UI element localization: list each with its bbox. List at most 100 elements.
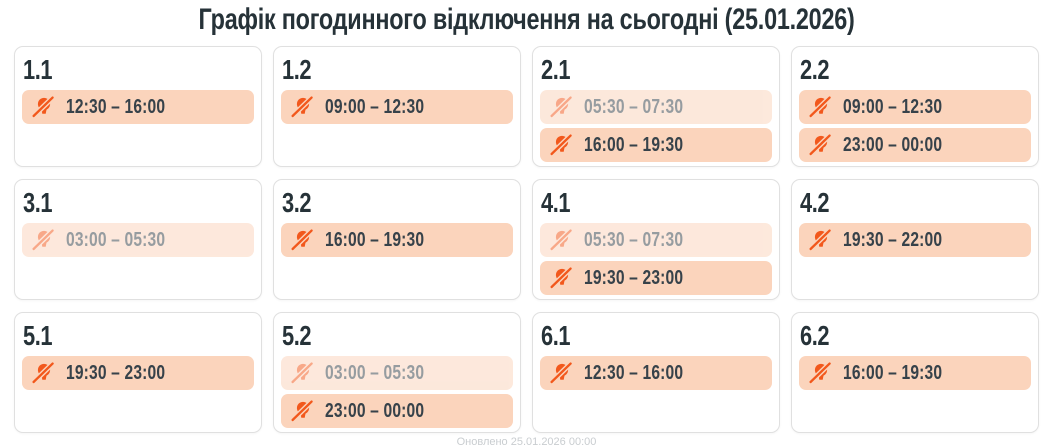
outage-slot: 03:00 – 05:30	[22, 223, 254, 258]
group-card: 2.2 09:00 – 12:30 23:00 – 00:00	[791, 46, 1039, 167]
slot-list: 09:00 – 12:30 23:00 – 00:00	[799, 90, 1031, 163]
group-card: 5.2 03:00 – 05:30 23:00 – 00:00	[273, 312, 521, 433]
slot-list: 12:30 – 16:00	[22, 90, 254, 125]
group-number: 3.1	[23, 187, 254, 219]
group-number-text: 3.2	[282, 187, 312, 218]
slot-time-range: 05:30 – 07:30	[584, 96, 711, 119]
slot-time-range-text: 16:00 – 19:30	[843, 361, 943, 384]
slot-time-range: 16:00 – 19:30	[584, 134, 711, 157]
group-card: 1.2 09:00 – 12:30	[273, 46, 521, 167]
group-card: 6.1 12:30 – 16:00	[532, 312, 780, 433]
slot-time-range-text: 23:00 – 00:00	[325, 399, 425, 422]
slot-time-range-text: 12:30 – 16:00	[584, 361, 684, 384]
group-card: 2.1 05:30 – 07:30 16:00 – 19:30	[532, 46, 780, 167]
slot-list: 03:00 – 05:30 23:00 – 00:00	[281, 356, 513, 429]
outage-slot: 16:00 – 19:30	[281, 223, 513, 258]
power-off-bulb-icon	[290, 399, 314, 423]
outage-slot: 19:30 – 22:00	[799, 223, 1031, 258]
slot-time-range: 16:00 – 19:30	[843, 362, 970, 385]
slot-time-range-text: 03:00 – 05:30	[66, 228, 166, 251]
slot-time-range: 19:30 – 22:00	[843, 229, 970, 252]
slot-time-range-text: 23:00 – 00:00	[843, 133, 943, 156]
power-off-bulb-icon	[549, 133, 573, 157]
slot-list: 19:30 – 22:00	[799, 223, 1031, 258]
outage-slot: 16:00 – 19:30	[540, 128, 772, 163]
slot-time-range: 19:30 – 23:00	[66, 362, 193, 385]
power-off-bulb-icon	[290, 95, 314, 119]
outage-slot: 09:00 – 12:30	[799, 90, 1031, 125]
group-card: 4.1 05:30 – 07:30 19:30 – 23:00	[532, 179, 780, 300]
group-number: 4.1	[541, 187, 772, 219]
slot-time-range: 03:00 – 05:30	[66, 229, 193, 252]
power-off-bulb-icon	[31, 95, 55, 119]
slot-time-range-text: 19:30 – 23:00	[66, 361, 166, 384]
power-off-bulb-icon	[808, 95, 832, 119]
slot-time-range: 09:00 – 12:30	[325, 96, 452, 119]
group-number: 2.1	[541, 54, 772, 86]
outage-slot: 16:00 – 19:30	[799, 356, 1031, 391]
group-number-text: 4.1	[541, 187, 571, 218]
slot-list: 05:30 – 07:30 16:00 – 19:30	[540, 90, 772, 163]
group-card: 3.1 03:00 – 05:30	[14, 179, 262, 300]
slot-time-range-text: 19:30 – 23:00	[584, 266, 684, 289]
power-off-bulb-icon	[808, 228, 832, 252]
slot-list: 03:00 – 05:30	[22, 223, 254, 258]
slot-time-range: 12:30 – 16:00	[66, 96, 193, 119]
group-number: 3.2	[282, 187, 513, 219]
power-off-bulb-icon	[290, 228, 314, 252]
outage-slot: 12:30 – 16:00	[540, 356, 772, 391]
group-number: 1.1	[23, 54, 254, 86]
power-off-bulb-icon	[808, 133, 832, 157]
outage-slot: 09:00 – 12:30	[281, 90, 513, 125]
group-number-text: 4.2	[800, 187, 830, 218]
slot-time-range: 19:30 – 23:00	[584, 267, 711, 290]
updated-timestamp-text: Оновлено 25.01.2026 00:00	[456, 436, 597, 448]
outage-slot: 12:30 – 16:00	[22, 90, 254, 125]
group-number-text: 5.2	[282, 320, 312, 351]
slot-time-range-text: 16:00 – 19:30	[325, 228, 425, 251]
group-number: 4.2	[800, 187, 1031, 219]
slot-time-range: 05:30 – 07:30	[584, 229, 711, 252]
group-number-text: 6.2	[800, 320, 830, 351]
power-off-bulb-icon	[549, 266, 573, 290]
slot-time-range-text: 09:00 – 12:30	[843, 95, 943, 118]
slot-time-range: 12:30 – 16:00	[584, 362, 711, 385]
group-number-text: 6.1	[541, 320, 571, 351]
group-card: 1.1 12:30 – 16:00	[14, 46, 262, 167]
group-number-text: 2.1	[541, 54, 571, 85]
page-title: Графік погодинного відключення на сьогод…	[0, 3, 1053, 37]
group-number: 6.2	[800, 320, 1031, 352]
slot-time-range-text: 16:00 – 19:30	[584, 133, 684, 156]
slot-list: 16:00 – 19:30	[799, 356, 1031, 391]
slot-list: 16:00 – 19:30	[281, 223, 513, 258]
page-title-text: Графік погодинного відключення на сьогод…	[198, 3, 855, 36]
outage-slot: 23:00 – 00:00	[799, 128, 1031, 163]
slot-time-range-text: 12:30 – 16:00	[66, 95, 166, 118]
group-number-text: 1.1	[23, 54, 53, 85]
power-off-bulb-icon	[31, 228, 55, 252]
power-off-bulb-icon	[549, 361, 573, 385]
power-off-bulb-icon	[290, 361, 314, 385]
slot-time-range: 16:00 – 19:30	[325, 229, 452, 252]
slot-time-range: 03:00 – 05:30	[325, 362, 452, 385]
group-card: 4.2 19:30 – 22:00	[791, 179, 1039, 300]
slot-time-range: 23:00 – 00:00	[325, 400, 452, 423]
slot-time-range-text: 19:30 – 22:00	[843, 228, 943, 251]
outage-slot: 05:30 – 07:30	[540, 223, 772, 258]
updated-timestamp: Оновлено 25.01.2026 00:00	[0, 436, 1053, 448]
outage-slot: 19:30 – 23:00	[540, 261, 772, 296]
group-number: 5.2	[282, 320, 513, 352]
group-number: 1.2	[282, 54, 513, 86]
group-number-text: 2.2	[800, 54, 830, 85]
group-number: 5.1	[23, 320, 254, 352]
slot-time-range-text: 05:30 – 07:30	[584, 228, 684, 251]
slot-time-range: 23:00 – 00:00	[843, 134, 970, 157]
outage-slot: 23:00 – 00:00	[281, 394, 513, 429]
outage-slot: 19:30 – 23:00	[22, 356, 254, 391]
power-off-bulb-icon	[31, 361, 55, 385]
slot-list: 12:30 – 16:00	[540, 356, 772, 391]
outage-slot: 03:00 – 05:30	[281, 356, 513, 391]
slot-time-range-text: 09:00 – 12:30	[325, 95, 425, 118]
slot-time-range: 09:00 – 12:30	[843, 96, 970, 119]
group-card: 6.2 16:00 – 19:30	[791, 312, 1039, 433]
